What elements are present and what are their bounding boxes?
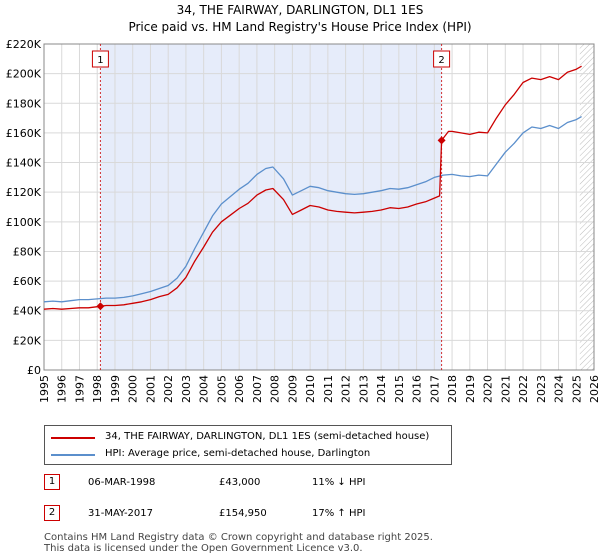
x-tick-label: 2025 xyxy=(570,375,583,403)
y-tick-label: £80K xyxy=(13,245,42,258)
x-tick-label: 2023 xyxy=(535,375,548,403)
x-tick-label: 2014 xyxy=(375,375,388,403)
x-tick-label: 2008 xyxy=(269,375,282,403)
x-tick-label: 2006 xyxy=(233,375,246,403)
transaction-number: 1 xyxy=(44,474,60,490)
chart-title: 34, THE FAIRWAY, DARLINGTON, DL1 1ES xyxy=(176,3,424,17)
x-tick-label: 2010 xyxy=(304,375,317,403)
x-tick-label: 2020 xyxy=(482,375,495,403)
price-chart: £0 £20K £40K £60K £80K £100K £120K £140K £160K £1… xyxy=(6,38,600,403)
x-tick-label: 2007 xyxy=(251,375,264,403)
ownership-period-shade xyxy=(100,44,442,370)
transaction-date: 31-MAY-2017 xyxy=(88,508,154,519)
x-tick-label: 1998 xyxy=(91,375,104,403)
x-tick-label: 2015 xyxy=(393,375,406,403)
y-tick-label: £140K xyxy=(6,157,42,170)
x-tick-label: 2022 xyxy=(517,375,530,403)
x-tick-label: 2013 xyxy=(357,375,370,403)
legend-label-hpi: HPI: Average price, semi-detached house,… xyxy=(105,448,371,459)
x-tick-label: 1995 xyxy=(38,375,51,403)
x-tick-label: 1996 xyxy=(56,375,69,403)
property-series-line xyxy=(43,65,582,310)
legend-swatch-property xyxy=(51,437,95,439)
sale-label-box xyxy=(91,50,109,68)
legend-label-property: 34, THE FAIRWAY, DARLINGTON, DL1 1ES (se… xyxy=(105,431,430,442)
x-tick-label: 1999 xyxy=(109,375,122,403)
y-tick-label: £40K xyxy=(13,305,42,318)
x-tick-label: 2021 xyxy=(499,375,512,403)
y-tick-label: £200K xyxy=(6,68,42,81)
y-tick-label: £100K xyxy=(6,216,42,229)
footer-licence: This data is licensed under the Open Gov… xyxy=(44,543,363,554)
sale-point xyxy=(437,136,446,145)
x-tick-label: 2012 xyxy=(340,375,353,403)
footer-copyright: Contains HM Land Registry data © Crown c… xyxy=(44,532,433,543)
sale-label-box xyxy=(433,50,451,68)
chart-subtitle: Price paid vs. HM Land Registry's House … xyxy=(128,20,472,34)
y-tick-label: £60K xyxy=(13,275,42,288)
x-tick-label: 2018 xyxy=(446,375,459,403)
y-tick-label: £0 xyxy=(27,364,41,377)
x-tick-label: 2011 xyxy=(322,375,335,403)
forecast-hatch-area xyxy=(579,44,594,370)
transaction-price: £43,000 xyxy=(219,477,261,488)
x-tick-label: 2004 xyxy=(198,375,211,403)
transaction-hpi-diff: 17% ↑ HPI xyxy=(312,508,366,519)
x-tick-label: 2000 xyxy=(127,375,140,403)
x-tick-label: 2019 xyxy=(464,375,477,403)
y-tick-label: £160K xyxy=(6,127,42,140)
x-tick-label: 2002 xyxy=(162,375,175,403)
x-tick-label: 2001 xyxy=(144,375,157,403)
legend-swatch-hpi xyxy=(51,454,95,456)
hpi-series-line xyxy=(43,116,582,303)
x-tick-label: 2009 xyxy=(286,375,299,403)
x-tick-label: 2016 xyxy=(411,375,424,403)
transaction-price: £154,950 xyxy=(219,508,267,519)
y-tick-label: £20K xyxy=(13,334,42,347)
y-tick-label: £180K xyxy=(6,97,42,110)
x-tick-label: 2003 xyxy=(180,375,193,403)
transaction-date: 06-MAR-1998 xyxy=(88,477,156,488)
plot-area-border xyxy=(43,43,595,371)
legend: 34, THE FAIRWAY, DARLINGTON, DL1 1ES (se… xyxy=(44,425,452,465)
x-tick-label: 2017 xyxy=(428,375,441,403)
transaction-hpi-diff: 11% ↓ HPI xyxy=(312,477,366,488)
y-tick-label: £220K xyxy=(6,38,42,51)
x-tick-label: 2024 xyxy=(553,375,566,403)
transaction-number: 2 xyxy=(44,505,60,521)
x-tick-label: 1997 xyxy=(73,375,86,403)
sale-point xyxy=(96,302,105,311)
sale-label-number: 1 xyxy=(97,55,103,66)
y-tick-label: £120K xyxy=(6,186,42,199)
x-tick-label: 2005 xyxy=(215,375,228,403)
x-tick-label: 2026 xyxy=(588,375,600,403)
sale-label-number: 2 xyxy=(438,55,444,66)
